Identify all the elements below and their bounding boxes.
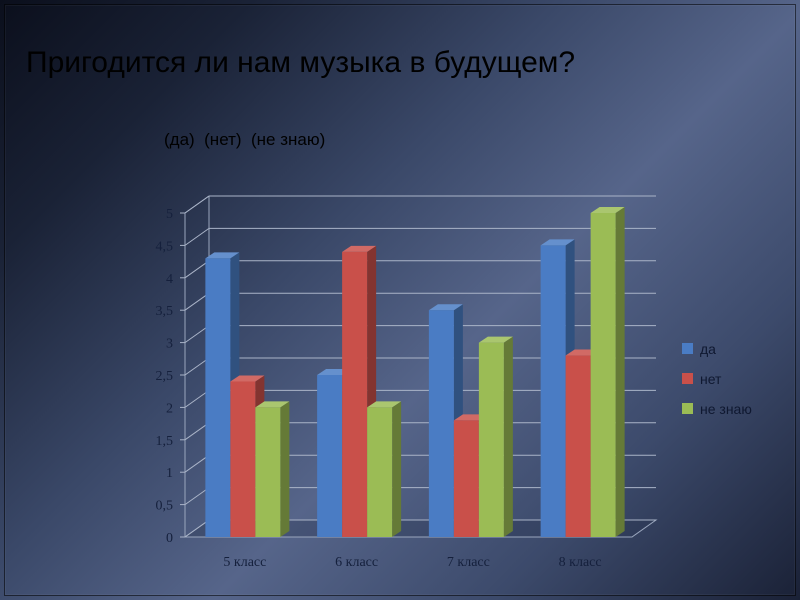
bar-top (342, 245, 377, 252)
slide-frame (4, 4, 796, 596)
bar-top (367, 401, 402, 408)
bar-front (230, 381, 256, 537)
bar-top (255, 401, 290, 408)
bar-side (503, 336, 513, 537)
gridline-depth (184, 325, 210, 344)
y-tick-label: 1 (166, 466, 173, 481)
gridline-depth (184, 260, 210, 279)
gridline-depth (184, 292, 210, 311)
chart-bars (205, 207, 625, 538)
bar-1-2 (367, 401, 402, 537)
y-tick-label: 1,5 (156, 434, 174, 449)
bar-side (280, 401, 290, 537)
x-category-label: 6 класс (335, 555, 378, 570)
x-category-label: 7 класс (447, 555, 490, 570)
bar-front (428, 310, 454, 537)
gridline-depth (184, 227, 210, 246)
gridline-depth (184, 357, 210, 376)
chart-legend: да нет не знаю (682, 341, 752, 417)
legend-label: да (700, 341, 716, 357)
y-tick-label: 4,5 (156, 239, 174, 254)
bar-front (205, 258, 231, 537)
y-tick-label: 2,5 (156, 369, 174, 384)
bar-front (478, 342, 504, 537)
bar-front (565, 355, 591, 537)
gridline-depth (184, 487, 210, 506)
bar-top (540, 239, 575, 246)
bar-top (205, 252, 240, 259)
bar-side (615, 207, 625, 537)
gridline-depth (184, 422, 210, 441)
gridline-depth (184, 389, 210, 408)
legend-swatch (682, 343, 693, 354)
slide-title: Пригодится ли нам музыка в будущем? (26, 46, 576, 79)
bar-front (342, 251, 368, 537)
bar-top (428, 304, 463, 311)
gridline-depth (184, 195, 210, 214)
y-tick-label: 2 (166, 401, 173, 416)
bar-2-2 (478, 336, 513, 537)
legend-swatch (682, 403, 693, 414)
slide-subtitle: (да) (нет) (не знаю) (164, 130, 326, 149)
bar-front (367, 407, 393, 537)
bar-3-2 (590, 207, 625, 537)
bar-front (590, 213, 616, 537)
bar-top (478, 336, 513, 343)
legend-label: не знаю (700, 401, 752, 417)
bar-top (590, 207, 625, 213)
x-axis-categories: 5 класс 6 класс 7 класс 8 класс (223, 555, 601, 570)
legend-swatch (682, 373, 693, 384)
bar-side (392, 401, 402, 537)
bar-front (255, 407, 281, 537)
bar-1-1 (342, 245, 377, 537)
y-tick-label: 3 (166, 337, 173, 352)
y-tick-label: 0 (166, 531, 173, 546)
bar-0-2 (255, 401, 290, 537)
y-tick-label: 5 (166, 207, 173, 222)
x-category-label: 8 класс (559, 555, 602, 570)
y-tick-label: 4 (166, 272, 173, 287)
bar-front (317, 375, 343, 537)
bar-front (453, 420, 479, 537)
y-tick-label: 3,5 (156, 304, 174, 319)
y-tick-label: 0,5 (156, 499, 174, 514)
bar-front (540, 245, 566, 537)
x-category-label: 5 класс (223, 555, 266, 570)
y-axis-ticks: 0 0,5 1 1,5 2 2,5 3 3,5 4 4,5 5 (156, 207, 185, 546)
gridline-depth (184, 454, 210, 473)
bar-top (230, 375, 265, 382)
legend-label: нет (700, 371, 722, 387)
gridline-depth (184, 519, 210, 538)
